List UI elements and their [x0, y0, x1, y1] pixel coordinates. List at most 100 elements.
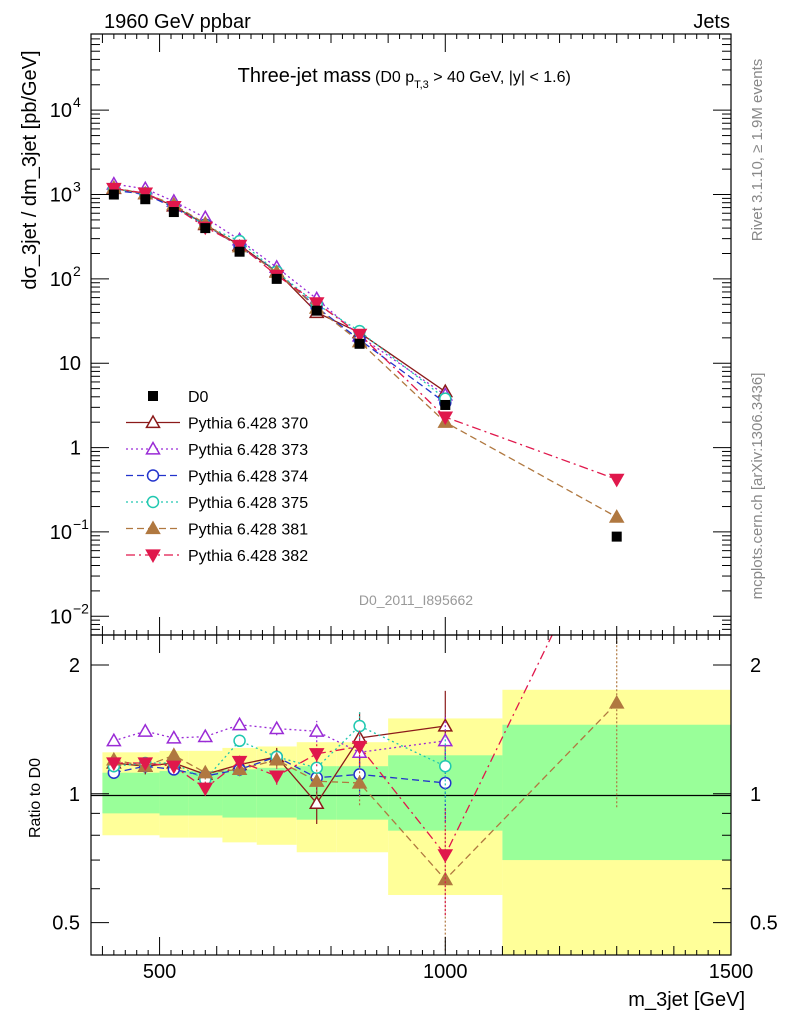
ratio-point-pythia-6-428-381 [608, 694, 625, 709]
data-point-pythia-6-428-382 [137, 187, 154, 202]
ratio-point-pythia-6-428-382 [197, 782, 214, 797]
ratio-y-tick-label-right: 1 [750, 784, 761, 806]
ratio-point-pythia-6-428-382 [610, 497, 623, 508]
ratio-point-pythia-6-428-373 [137, 723, 154, 737]
ratio-y-tick-label-right: 2 [750, 655, 761, 677]
y-tick-label: 10 [50, 185, 72, 207]
ratio-point-pythia-6-428-381 [166, 747, 182, 761]
legend-label-pythia-6-428-374: Pythia 6.428 374 [188, 469, 308, 486]
analysis-label: D0_2011_I895662 [359, 592, 473, 608]
ratio-point-pythia-6-428-373 [197, 728, 214, 743]
ratio-uncertainty-bands [102, 689, 731, 955]
legend-marker-pythia-6-428-382 [145, 549, 161, 564]
ratio-point-pythia-6-428-381 [197, 764, 214, 779]
ratio-point-pythia-6-428-381 [351, 774, 368, 789]
ratio-point-pythia-6-428-373 [268, 720, 285, 735]
ratio-point-pythia-6-428-382 [351, 740, 368, 755]
ratio-point-pythia-6-428-381 [308, 773, 325, 787]
legend-label-pythia-6-428-370: Pythia 6.428 370 [188, 416, 308, 433]
ratio-point-pythia-6-428-382 [308, 748, 325, 762]
y-tick-label: 10 [50, 269, 72, 291]
ratio-point-pythia-6-428-382 [137, 757, 154, 772]
data-point-d0 [354, 338, 365, 349]
ratio-point-pythia-6-428-373 [106, 732, 122, 747]
legend-marker-pythia-6-428-373 [145, 440, 161, 455]
data-point-pythia-6-428-382 [231, 239, 248, 254]
x-tick-label: 1000 [423, 961, 468, 983]
ratio-point-pythia-6-428-375 [353, 719, 366, 733]
rivet-version-text: Rivet 3.1.10, ≥ 1.9M events [749, 59, 766, 242]
main-series-layer [106, 176, 625, 542]
legend-label-pythia-6-428-381: Pythia 6.428 381 [188, 522, 308, 539]
stat-uncertainty-band [131, 772, 160, 814]
data-point-pythia-6-428-382 [351, 328, 368, 343]
series-line-pythia-6-428-370 [113, 187, 446, 393]
main-subtitle: (D0 pT,3 > 40 GeV, |y| < 1.6) [375, 69, 571, 91]
ratio-y-tick-label-right: 0.5 [750, 913, 778, 935]
series-line-pythia-6-428-373 [113, 183, 446, 396]
ratio-series-layer [106, 497, 625, 951]
series-line-pythia-6-428-381 [113, 187, 618, 518]
stat-uncertainty-band [502, 724, 731, 861]
y-tick-exponent: −2 [73, 600, 89, 616]
legend-marker-pythia-6-428-375 [146, 495, 160, 509]
ratio-point-pythia-6-428-373 [166, 730, 182, 744]
legend-label-pythia-6-428-373: Pythia 6.428 373 [188, 442, 308, 459]
series-line-pythia-6-428-375 [113, 188, 446, 400]
data-point-pythia-6-428-382 [437, 411, 454, 426]
series-line-pythia-6-428-374 [113, 189, 446, 404]
data-point-d0 [108, 189, 119, 200]
y-tick-label: 1 [70, 438, 81, 460]
legend-label-d0: D0 [188, 389, 209, 406]
ratio-point-pythia-6-428-381 [268, 751, 285, 766]
series-line-pythia-6-428-382 [113, 187, 617, 480]
stat-uncertainty-band [102, 772, 131, 814]
data-point-d0 [440, 399, 451, 410]
data-point-d0 [311, 305, 322, 316]
ratio-y-axis-label: Ratio to D0 [27, 758, 44, 838]
ratio-y-tick-label: 0.5 [52, 913, 80, 935]
ratio-point-pythia-6-428-382 [106, 757, 122, 772]
y-tick-label: 10 [59, 353, 81, 375]
mcplots-credit-text: mcplots.cern.ch [arXiv:1306.3436] [749, 373, 766, 600]
data-point-d0 [611, 531, 622, 542]
legend-marker-d0 [148, 391, 158, 401]
ratio-point-pythia-6-428-382 [437, 849, 454, 863]
main-y-axis-label: dσ_3jet / dm_3jet [pb/GeV] [19, 50, 41, 289]
stat-uncertainty-band [222, 769, 257, 818]
legend: D0 Pythia 6.428 370 Pythia 6.428 373 Pythia… [126, 389, 308, 565]
y-tick-exponent: 2 [73, 263, 81, 279]
ratio-line-pythia-6-428-375 [113, 725, 446, 781]
ratio-y-tick-label: 1 [69, 784, 80, 806]
stat-uncertainty-band [159, 771, 189, 816]
ratio-point-pythia-6-428-370 [308, 795, 325, 809]
data-point-pythia-6-428-381 [608, 509, 625, 523]
ratio-point-pythia-6-428-382 [166, 760, 182, 775]
ratio-point-pythia-6-428-373 [308, 723, 325, 737]
y-tick-exponent: −1 [73, 516, 89, 532]
x-tick-label: 500 [143, 961, 176, 983]
legend-marker-pythia-6-428-370 [145, 414, 161, 429]
ratio-point-pythia-6-428-373 [231, 716, 248, 731]
ratio-point-pythia-6-428-375 [439, 759, 452, 773]
header-left: 1960 GeV ppbar [104, 11, 251, 33]
y-tick-exponent: 4 [73, 94, 81, 110]
ratio-point-pythia-6-428-382 [231, 755, 248, 770]
y-tick-label: 10 [50, 522, 72, 544]
data-point-d0 [168, 207, 179, 218]
data-point-pythia-6-428-382 [308, 297, 325, 311]
ratio-line-pythia-6-428-381 [113, 702, 618, 881]
legend-marker-pythia-6-428-374 [146, 469, 160, 482]
ratio-point-pythia-6-428-382 [268, 770, 285, 785]
data-point-d0 [140, 194, 151, 205]
ratio-point-pythia-6-428-374 [439, 776, 452, 790]
main-plot-frame [90, 33, 732, 636]
y-tick-label: 10 [50, 606, 72, 628]
data-point-pythia-6-428-382 [608, 473, 625, 488]
x-axis-label: m_3jet [GeV] [628, 989, 745, 1011]
legend-marker-pythia-6-428-381 [145, 520, 161, 535]
header-right: Jets [693, 11, 730, 33]
x-tick-label: 1500 [709, 961, 754, 983]
